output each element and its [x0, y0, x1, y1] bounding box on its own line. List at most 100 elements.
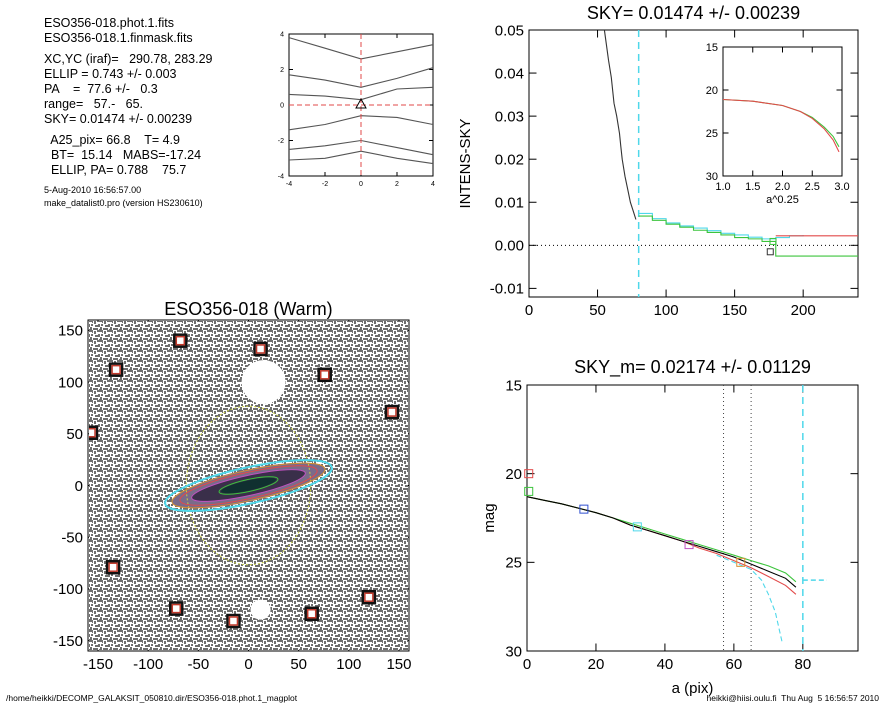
y-tick-label: 0.05 [495, 22, 524, 39]
marker-square [684, 540, 694, 550]
info-line: ESO356-018.phot.1.fits [44, 16, 174, 30]
x-tick-label: 0 [244, 656, 252, 673]
star-mask-box-inner [306, 609, 317, 619]
inset-xlabel: a^0.25 [766, 194, 799, 206]
star-mask-box [105, 559, 121, 575]
mag-profile-line [526, 496, 797, 595]
plot-frame [526, 384, 859, 652]
y-tick-label: 100 [58, 374, 83, 391]
star-mask-box [89, 425, 99, 440]
x-tick-label: 150 [722, 302, 747, 319]
profile-line [603, 29, 637, 220]
marker-square [736, 557, 746, 567]
y-tick-label: 25 [706, 128, 718, 140]
y-tick-label: 2 [280, 67, 284, 74]
galaxy-core [221, 477, 276, 494]
x-tick-label: -2 [322, 181, 328, 188]
x-tick-label: 80 [794, 656, 811, 673]
mag-title: SKY_m= 0.02174 +/- 0.01129 [574, 357, 811, 378]
star-mask-box-inner [319, 370, 330, 380]
y-tick-label: 0.01 [495, 195, 524, 212]
x-tick-label: 20 [588, 656, 605, 673]
intens-title: SKY= 0.01474 +/- 0.00239 [587, 3, 800, 23]
marker-square [632, 522, 642, 532]
contour-line [288, 150, 434, 165]
intens-ylabel: INTENS-SKY [457, 118, 474, 208]
plot-frame [722, 46, 843, 177]
info-line: A25_pix= 66.8 T= 4.9 [44, 133, 180, 147]
masked-region [241, 360, 286, 405]
star-mask-box [226, 613, 241, 629]
isophote-ellipse [191, 469, 306, 502]
inset-frame [722, 46, 843, 177]
isophote-ellipse [164, 459, 333, 512]
y-tick-label: 15 [706, 42, 718, 54]
info-line: ESO356-018.1.finmask.fits [44, 31, 193, 45]
inset-line [722, 98, 840, 153]
x-tick-label: 0 [523, 656, 531, 673]
star-mask-box-inner [108, 562, 118, 572]
info-line: ELLIP, PA= 0.788 75.7 [44, 163, 187, 177]
x-tick-label: 3.0 [834, 181, 849, 193]
y-tick-label: 20 [706, 85, 718, 97]
mag-profile-line [716, 554, 783, 643]
x-tick-label: 50 [589, 302, 606, 319]
y-tick-label: 0.02 [495, 151, 524, 168]
mag-profile-line [526, 496, 797, 588]
x-tick-label: 50 [290, 656, 307, 673]
star-mask-box-inner [228, 616, 239, 626]
star-mask-box [317, 367, 332, 383]
image-title: ESO356-018 (Warm) [164, 299, 332, 319]
y-tick-label: 4 [280, 31, 284, 38]
info-line: XC,YC (iraf)= 290.78, 283.29 [44, 52, 213, 66]
mag-ylabel: mag [481, 503, 498, 532]
y-tick-label: 30 [706, 171, 718, 183]
x-tick-label: 200 [791, 302, 816, 319]
y-tick-label: 150 [58, 323, 83, 340]
y-tick-label: 0.03 [495, 108, 524, 125]
y-tick-label: 0.04 [495, 65, 524, 82]
x-tick-label: -50 [188, 656, 210, 673]
mag-plot: 0 20 40 60 80 15 20 25 30 SKY_m= 0.02174 +/- 0.01… [481, 357, 859, 697]
y-tick-label: -50 [61, 529, 83, 546]
star-mask-box-inner [175, 335, 186, 346]
masked-region [250, 599, 271, 620]
inset-line [722, 98, 840, 148]
x-tick-label: 100 [336, 656, 361, 673]
info-line: SKY= 0.01474 +/- 0.00239 [44, 112, 193, 126]
contour-line [288, 67, 434, 88]
star-mask-box [108, 362, 124, 377]
info-program: make_datalist0.pro (version HS230610) [44, 198, 203, 208]
x-tick-label: -100 [133, 656, 163, 673]
plot-frame [528, 29, 859, 298]
info-line: ELLIP = 0.743 +/- 0.003 [44, 67, 177, 81]
x-tick-label: 2.0 [775, 181, 790, 193]
marker-square [766, 248, 774, 256]
info-line: range= 57.- 65. [44, 97, 144, 111]
footer-path: /home/heikki/DECOMP_GALAKSIT_050810.dir/… [6, 693, 298, 703]
info-date: 5-Aug-2010 16:56:57.00 [44, 185, 142, 195]
x-tick-label: 4 [431, 181, 435, 188]
contour-panel: -4 -2 0 2 4 -4 -2 0 2 4 [278, 31, 435, 188]
x-tick-label: 100 [654, 302, 679, 319]
y-tick-label: 20 [505, 466, 522, 483]
star-mask-box-inner [387, 407, 397, 417]
isophote-ellipse [179, 465, 318, 506]
mag-xlabel: a (pix) [672, 680, 714, 697]
x-tick-label: 2 [395, 181, 399, 188]
star-mask-box [304, 606, 319, 622]
contour-line [288, 37, 434, 60]
x-tick-label: 150 [386, 656, 411, 673]
y-tick-label: 0 [75, 478, 83, 495]
x-tick-label: 60 [726, 656, 743, 673]
image-area [89, 321, 408, 650]
marker-square [524, 486, 534, 496]
info-panel: ESO356-018.phot.1.fits ESO356-018.1.finm… [44, 16, 213, 210]
x-tick-label: 1.5 [745, 181, 760, 193]
star-mask-box [169, 601, 184, 616]
footer-user: heikki@hiisi.oulu.fi Thu Aug 5 16:56:57 … [706, 693, 879, 703]
info-line: PA = 77.6 +/- 0.3 [44, 82, 158, 96]
y-tick-label: -150 [53, 633, 83, 650]
star-mask-box-inner [171, 603, 182, 614]
y-tick-label: -4 [278, 173, 284, 180]
